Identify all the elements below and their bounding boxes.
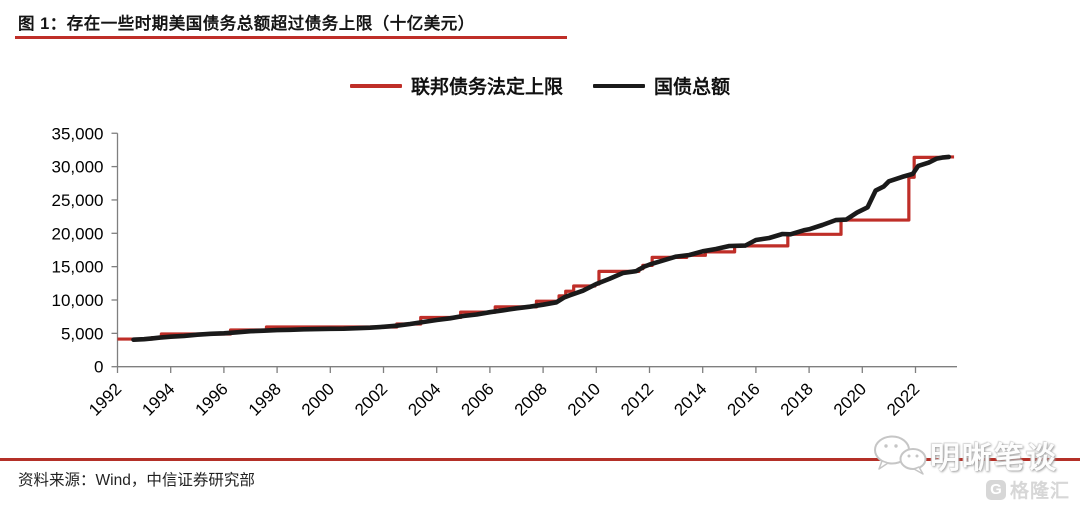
x-tick-label: 2004	[404, 379, 444, 419]
x-tick-label: 1994	[138, 379, 178, 419]
x-tick-label: 1996	[192, 379, 232, 419]
x-tick-label: 2008	[511, 379, 551, 419]
source-text: 资料来源：Wind，中信证券研究部	[18, 472, 255, 489]
x-tick-label: 2006	[458, 379, 498, 419]
y-tick-label: 15,000	[52, 258, 104, 277]
debt-line-chart: 0 5,000 10,000 15,000 20,000 25,000 30,000 35,0…	[52, 124, 957, 420]
debt-ceiling-line	[117, 155, 955, 341]
total-debt-line	[131, 154, 952, 342]
footer-divider	[0, 458, 1080, 461]
x-tick-label: 2002	[351, 379, 391, 419]
x-tick-label: 2016	[724, 379, 764, 419]
y-tick-label: 35,000	[52, 124, 104, 143]
legend-label-total-debt: 国债总额	[654, 77, 731, 98]
y-tick-label: 25,000	[52, 191, 104, 210]
x-tick-label: 1998	[245, 379, 285, 419]
x-tick-label: 1992	[85, 379, 125, 419]
gelonghui-logo: G 格隆汇	[985, 476, 1070, 503]
x-tick-label: 2014	[670, 379, 710, 419]
title-underline	[15, 36, 567, 39]
y-tick-label: 5,000	[61, 324, 104, 343]
gelonghui-text: 格隆汇	[1009, 481, 1070, 502]
x-tick-label: 2022	[883, 379, 923, 419]
gelonghui-badge-icon: G	[985, 479, 1006, 500]
x-tick-label: 2018	[777, 379, 817, 419]
y-tick-label: 30,000	[52, 158, 104, 177]
x-tick-label: 2020	[830, 379, 870, 419]
x-tick-label: 2012	[617, 379, 657, 419]
chart-legend: 联邦债务法定上限 国债总额	[0, 72, 1080, 99]
legend-label-debt-ceiling: 联邦债务法定上限	[410, 77, 563, 98]
legend-item-debt-ceiling: 联邦债务法定上限	[349, 72, 563, 99]
figure-title: 图 1：存在一些时期美国债务总额超过债务上限（十亿美元）	[18, 15, 475, 33]
watermark: 明晰笔谈 G 格隆汇	[868, 432, 1078, 504]
wechat-icon	[874, 435, 927, 475]
legend-item-total-debt: 国债总额	[593, 72, 730, 99]
y-tick-label: 10,000	[52, 291, 104, 310]
y-tick-label: 0	[94, 358, 103, 377]
y-tick-label: 20,000	[52, 224, 104, 243]
watermark-wechat-text: 明晰笔谈	[930, 442, 1058, 475]
legend-line-red-icon	[349, 83, 402, 88]
x-tick-label: 2000	[298, 379, 338, 419]
x-tick-label: 2010	[564, 379, 604, 419]
legend-line-black-icon	[593, 83, 645, 88]
